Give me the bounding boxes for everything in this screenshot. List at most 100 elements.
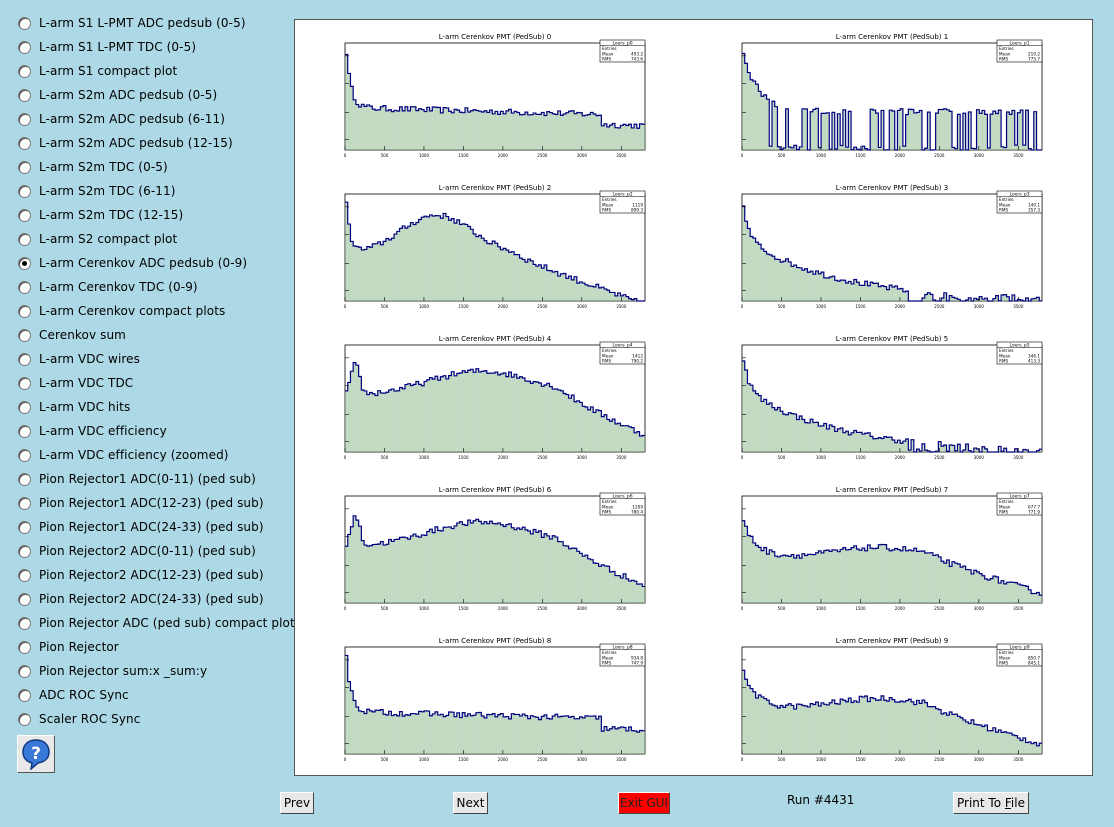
sidebar-item-27[interactable]: Pion Rejector sum:x _sum:y (18, 661, 207, 681)
histogram-bin (508, 252, 512, 301)
radio-button[interactable] (18, 568, 31, 582)
sidebar-item-0[interactable]: L-arm S1 L-PMT ADC pedsub (0-5) (18, 13, 246, 33)
histogram-bin (856, 432, 860, 452)
histogram-bin (623, 573, 626, 603)
stats-label: Mean (999, 353, 1011, 358)
histogram-bin (1033, 593, 1037, 603)
histogram-bin (881, 438, 884, 452)
histogram-bin (984, 448, 988, 452)
sidebar-item-8[interactable]: L-arm S2m TDC (12-15) (18, 205, 183, 225)
histogram-bin (870, 697, 873, 754)
radio-button[interactable] (18, 400, 31, 414)
sidebar-item-4[interactable]: L-arm S2m ADC pedsub (6-11) (18, 109, 225, 129)
histogram-bin (785, 414, 789, 452)
histogram-bin (440, 714, 444, 754)
sidebar-item-18[interactable]: L-arm VDC efficiency (zoomed) (18, 445, 229, 465)
radio-button[interactable] (18, 232, 31, 246)
radio-button[interactable] (18, 160, 31, 174)
sidebar-item-7[interactable]: L-arm S2m TDC (6-11) (18, 181, 176, 201)
radio-button[interactable] (18, 64, 31, 78)
sidebar-item-21[interactable]: Pion Rejector1 ADC(24-33) (ped sub) (18, 517, 264, 537)
radio-button[interactable] (18, 256, 31, 270)
histogram-bin (377, 241, 381, 301)
exit-gui-button[interactable]: Exit GUI (618, 792, 670, 814)
histogram-bin (609, 292, 613, 301)
radio-button[interactable] (18, 472, 31, 486)
radio-button[interactable] (18, 328, 31, 342)
radio-button[interactable] (18, 352, 31, 366)
histogram-bin (465, 716, 468, 754)
radio-button[interactable] (18, 280, 31, 294)
sidebar-item-22[interactable]: Pion Rejector2 ADC(0-11) (ped sub) (18, 541, 256, 561)
sidebar-item-23[interactable]: Pion Rejector2 ADC(12-23) (ped sub) (18, 565, 264, 585)
radio-button[interactable] (18, 40, 31, 54)
radio-button[interactable] (18, 304, 31, 318)
radio-button[interactable] (18, 520, 31, 534)
radio-button[interactable] (18, 88, 31, 102)
histogram-bin (358, 247, 362, 301)
radio-button[interactable] (18, 16, 31, 30)
sidebar-item-19[interactable]: Pion Rejector1 ADC(0-11) (ped sub) (18, 469, 256, 489)
histogram-bin (769, 549, 772, 603)
sidebar-item-9[interactable]: L-arm S2 compact plot (18, 229, 177, 249)
histogram-bin (864, 148, 868, 150)
sidebar-item-15[interactable]: L-arm VDC TDC (18, 373, 133, 393)
radio-button[interactable] (18, 208, 31, 222)
sidebar-item-12[interactable]: L-arm Cerenkov compact plots (18, 301, 225, 321)
radio-button[interactable] (18, 136, 31, 150)
sidebar-item-6[interactable]: L-arm S2m TDC (0-5) (18, 157, 168, 177)
sidebar-item-24[interactable]: Pion Rejector2 ADC(24-33) (ped sub) (18, 589, 264, 609)
radio-button[interactable] (18, 376, 31, 390)
sidebar-item-1[interactable]: L-arm S1 L-PMT TDC (0-5) (18, 37, 196, 57)
histogram-bin (369, 106, 373, 150)
sidebar-item-10[interactable]: L-arm Cerenkov ADC pedsub (0-9) (18, 253, 247, 273)
histogram-bin (571, 716, 575, 754)
radio-button[interactable] (18, 448, 31, 462)
sidebar-item-13[interactable]: Cerenkov sum (18, 325, 126, 345)
sidebar-item-11[interactable]: L-arm Cerenkov TDC (0-9) (18, 277, 198, 297)
sidebar-item-17[interactable]: L-arm VDC efficiency (18, 421, 167, 441)
radio-button[interactable] (18, 688, 31, 702)
histogram-bin (927, 552, 931, 603)
histogram-bin (889, 110, 892, 150)
radio-button[interactable] (18, 712, 31, 726)
sidebar-item-20[interactable]: Pion Rejector1 ADC(12-23) (ped sub) (18, 493, 264, 513)
stats-value: 1209 (632, 504, 643, 509)
radio-button[interactable] (18, 592, 31, 606)
histogram-bin (848, 281, 852, 301)
histogram-bin (396, 715, 400, 754)
sidebar-item-26[interactable]: Pion Rejector (18, 637, 119, 657)
radio-button[interactable] (18, 112, 31, 126)
histogram-bin (1028, 741, 1032, 754)
help-button[interactable]: ? (17, 735, 55, 773)
histogram-bin (952, 714, 955, 754)
histogram-bin (1031, 298, 1034, 301)
print-to-file-button[interactable]: Print To File (953, 792, 1029, 814)
histogram-bin (853, 430, 857, 452)
radio-button[interactable] (18, 640, 31, 654)
sidebar-item-25[interactable]: Pion Rejector ADC (ped sub) compact plot (18, 613, 295, 633)
sidebar-item-28[interactable]: ADC ROC Sync (18, 685, 129, 705)
sidebar-item-2[interactable]: L-arm S1 compact plot (18, 61, 177, 81)
prev-button[interactable]: Prev (280, 792, 314, 814)
histogram-bin (1006, 582, 1010, 603)
histogram-bin (832, 700, 835, 754)
radio-button[interactable] (18, 544, 31, 558)
sidebar-item-5[interactable]: L-arm S2m ADC pedsub (12-15) (18, 133, 233, 153)
radio-button[interactable] (18, 184, 31, 198)
next-button[interactable]: Next (453, 792, 488, 814)
radio-button[interactable] (18, 424, 31, 438)
sidebar-item-14[interactable]: L-arm VDC wires (18, 349, 140, 369)
sidebar-item-29[interactable]: Scaler ROC Sync (18, 709, 140, 729)
sidebar-item-3[interactable]: L-arm S2m ADC pedsub (0-5) (18, 85, 217, 105)
histogram-bin (984, 114, 988, 150)
radio-button[interactable] (18, 664, 31, 678)
histogram-bin (377, 109, 381, 150)
histogram-bin (615, 295, 618, 301)
histogram-bin (345, 390, 348, 452)
histogram-bin (541, 268, 545, 301)
radio-button[interactable] (18, 496, 31, 510)
sidebar-item-16[interactable]: L-arm VDC hits (18, 397, 130, 417)
radio-button[interactable] (18, 616, 31, 630)
histogram-bin (772, 407, 775, 452)
